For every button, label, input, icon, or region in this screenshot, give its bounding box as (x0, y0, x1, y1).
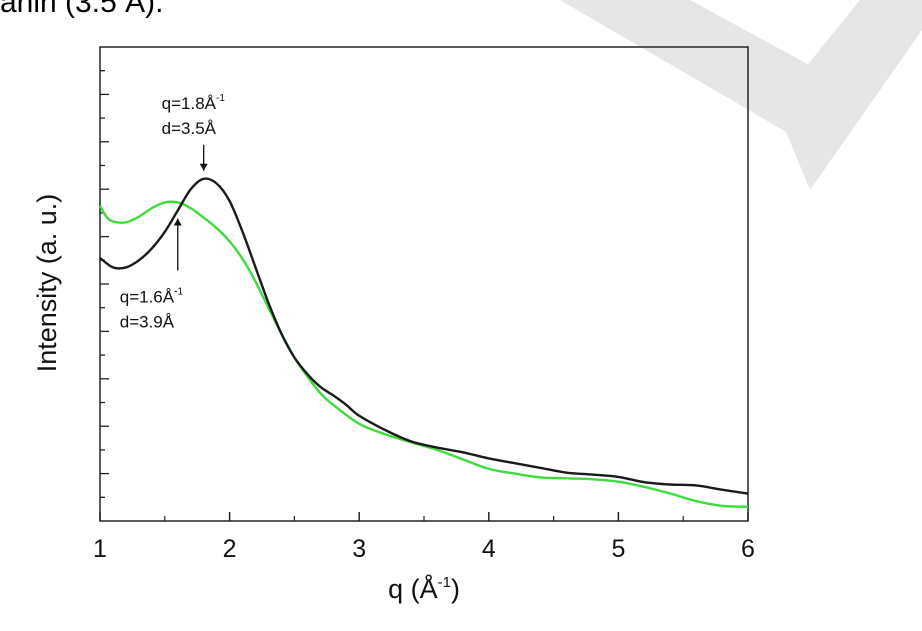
annotation-label: q=1.8Å-1 (162, 93, 226, 113)
annotation-label: q=1.6Å-1 (120, 287, 184, 307)
x-tick-label: 4 (482, 535, 496, 563)
annotation-arrowhead (173, 218, 182, 226)
series-line (98, 200, 749, 508)
x-tick-label: 5 (611, 535, 625, 563)
y-axis-label: Intensity (a. u.) (32, 194, 62, 373)
checkmark-watermark (560, 0, 922, 190)
header-text-fragment: anin (3.5 Å). (0, 0, 164, 19)
annotation-arrowhead (199, 163, 208, 171)
y-ticks (100, 70, 109, 498)
x-tick-label: 1 (93, 535, 107, 563)
x-tick-label: 3 (352, 535, 366, 563)
x-axis-label: q (Å-1) (388, 573, 460, 604)
x-tick-label: 2 (223, 535, 237, 563)
x-ticks: 1 2 3 4 5 6 (93, 512, 755, 563)
annotation-label: d=3.5Å (162, 119, 217, 138)
annotations-layer: q=1.8Å-1 d=3.5Å q=1.6Å-1 d=3.9Å (120, 93, 226, 332)
series-layer (98, 177, 749, 508)
x-tick-label: 6 (741, 535, 755, 563)
annotation-label: d=3.9Å (120, 313, 175, 332)
series-line (99, 177, 749, 495)
